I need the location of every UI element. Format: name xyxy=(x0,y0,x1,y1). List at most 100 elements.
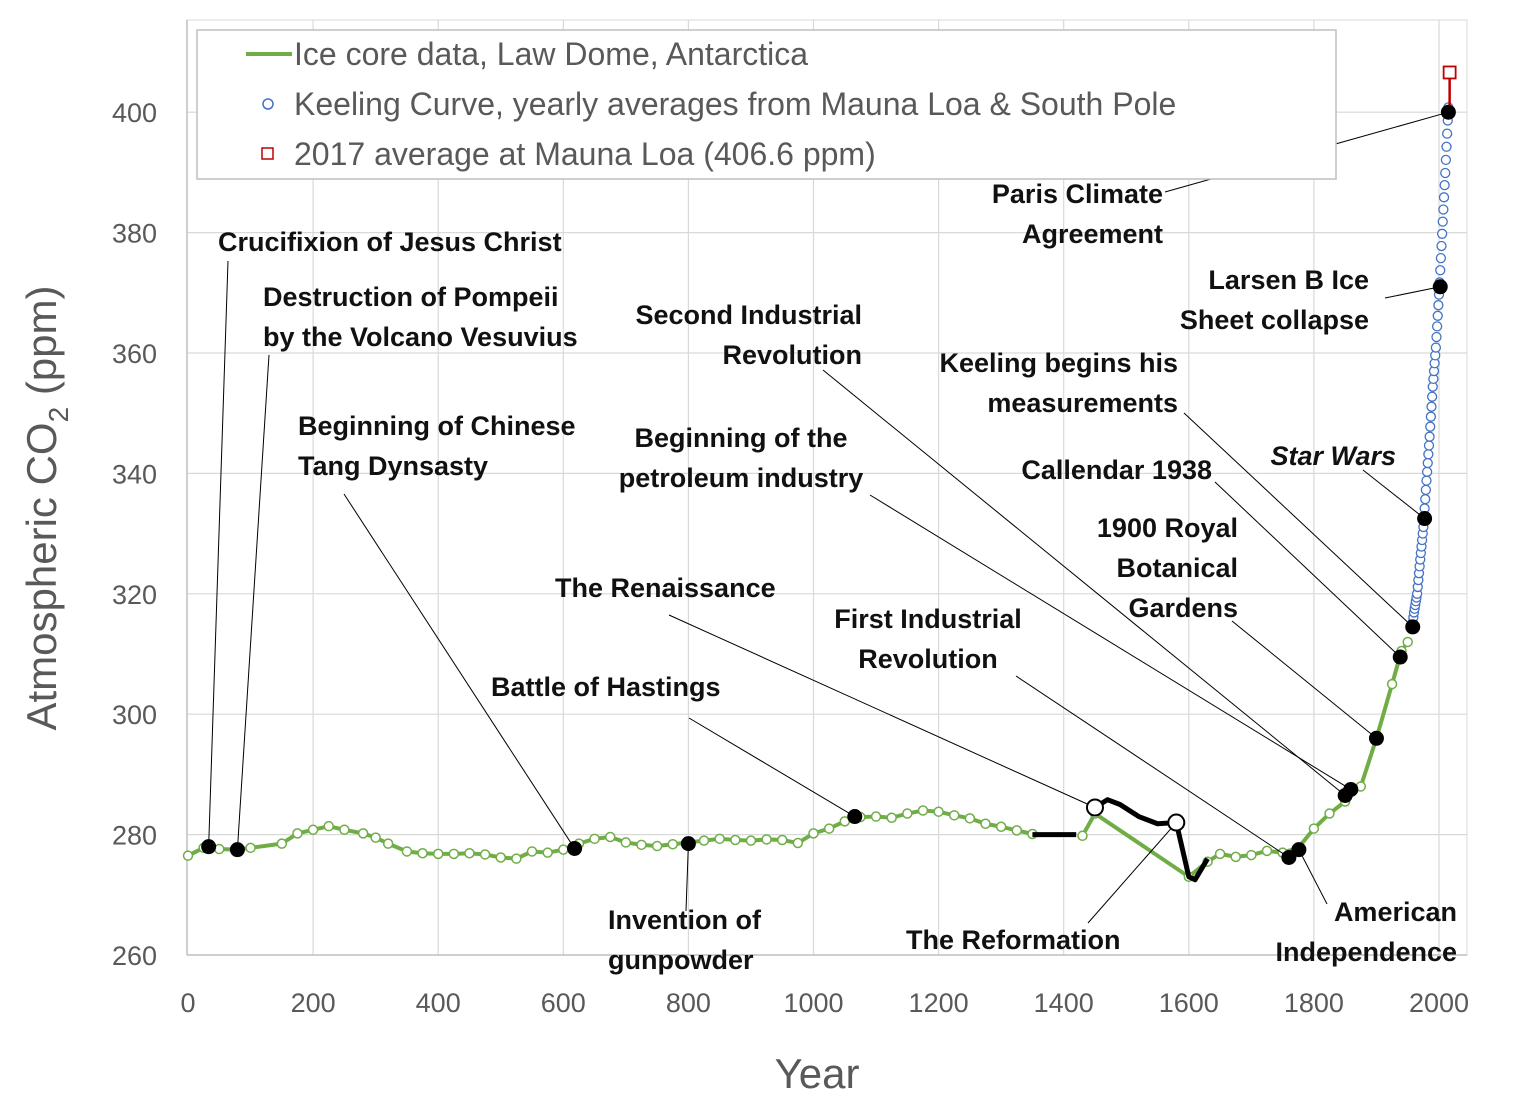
event-marker xyxy=(1417,511,1433,527)
ann-callendar: Callendar 1938 xyxy=(1021,455,1212,485)
leader-line xyxy=(343,493,575,849)
ice-core-point xyxy=(636,839,647,851)
keeling-point xyxy=(1424,431,1435,442)
keeling-point xyxy=(1430,342,1442,353)
leader-line xyxy=(869,494,1352,790)
event-marker xyxy=(1085,798,1104,817)
event-marker xyxy=(847,809,863,825)
ice-core-point xyxy=(292,828,303,839)
ice-core-point xyxy=(511,853,522,864)
ice-core-point xyxy=(542,847,553,858)
ann-tang-1: Beginning of Chinese xyxy=(298,411,576,441)
leader-line xyxy=(668,614,1096,808)
ice-core-point xyxy=(382,838,394,849)
ice-core-point xyxy=(714,833,725,845)
x-tick-label: 600 xyxy=(541,988,586,1018)
legend-ice-label: Ice core data, Law Dome, Antarctica xyxy=(294,36,808,72)
x-tick-label: 1800 xyxy=(1284,988,1344,1018)
legend-mauna-swatch xyxy=(261,147,274,160)
legend-mauna-label: 2017 average at Mauna Loa (406.6 ppm) xyxy=(294,136,876,172)
ice-core-point xyxy=(917,805,929,816)
ann-pompeii-1: Destruction of Pompeii xyxy=(263,282,559,312)
keeling-point xyxy=(1420,484,1432,496)
keeling-point xyxy=(1423,449,1434,460)
ann-gunpowder-2: gunpowder xyxy=(608,945,754,975)
ice-core-point xyxy=(417,848,428,859)
x-tick-label: 1600 xyxy=(1159,988,1219,1018)
ice-core-point xyxy=(401,846,413,857)
keeling-point xyxy=(1438,192,1450,203)
y-tick-label: 260 xyxy=(112,941,157,971)
ann-star-wars: Star Wars xyxy=(1270,441,1396,471)
y-tick-label: 320 xyxy=(112,580,157,610)
keeling-point xyxy=(1436,240,1447,252)
event-marker xyxy=(201,839,217,855)
legend-box xyxy=(196,29,1337,180)
keeling-point xyxy=(1433,300,1444,311)
ice-core-point xyxy=(792,837,804,849)
ice-core-point xyxy=(448,848,460,860)
ice-core-point xyxy=(886,812,897,823)
ice-core-point xyxy=(323,820,334,832)
event-marker xyxy=(1432,279,1448,295)
x-tick-label: 200 xyxy=(291,988,336,1018)
ann-keeling-1: Keeling begins his xyxy=(939,348,1178,378)
ice-core-point xyxy=(620,837,632,848)
leader-line xyxy=(1298,849,1328,905)
ice-core-point xyxy=(370,832,381,843)
ann-pompeii-2: by the Volcano Vesuvius xyxy=(263,322,578,352)
ice-core-point xyxy=(651,840,663,852)
keeling-point xyxy=(1441,141,1452,152)
axes: 260 280 300 320 340 360 380 400 0 200 400 600 800 100… xyxy=(112,20,1469,1018)
keeling-point xyxy=(1431,321,1443,332)
ann-hastings: Battle of Hastings xyxy=(491,672,721,702)
x-tick-label: 800 xyxy=(666,988,711,1018)
ice-core-point xyxy=(526,846,538,857)
ann-larsen-2: Sheet collapse xyxy=(1180,305,1369,335)
legend-keeling-swatch xyxy=(262,98,274,110)
ann-paris-1: Paris Climate xyxy=(992,179,1163,209)
y-tick-label: 380 xyxy=(112,219,157,249)
keeling-point xyxy=(1426,401,1437,412)
keeling-point xyxy=(1421,475,1432,486)
ice-core-point xyxy=(214,843,225,855)
keeling-point xyxy=(1440,154,1452,166)
ice-core-point xyxy=(558,844,569,855)
ann-larsen-1: Larsen B Ice xyxy=(1208,265,1369,295)
event-markers xyxy=(201,104,1456,865)
event-marker xyxy=(1392,649,1408,665)
leader-line xyxy=(1183,412,1414,628)
ice-core-point xyxy=(1261,845,1273,857)
keeling-point xyxy=(1432,310,1443,321)
ann-royal-3: Gardens xyxy=(1128,593,1238,623)
ann-petroleum-1: Beginning of the xyxy=(635,423,848,453)
ann-keeling-2: measurements xyxy=(987,388,1178,418)
keeling-point xyxy=(1441,128,1453,139)
ice-core-point xyxy=(1214,848,1226,860)
keeling-point xyxy=(1439,180,1450,191)
ice-core-point xyxy=(745,835,757,846)
ice-core-point xyxy=(245,842,256,854)
ann-reformation: The Reformation xyxy=(906,925,1121,955)
event-marker xyxy=(680,836,696,852)
ice-core-point xyxy=(980,818,991,830)
ice-core-point xyxy=(761,834,772,845)
ice-core-point xyxy=(1402,636,1413,648)
ann-american-1: American xyxy=(1334,897,1457,927)
ice-core-point xyxy=(432,848,444,860)
leader-line xyxy=(822,369,1346,796)
y-tick-label: 300 xyxy=(112,700,157,730)
x-axis-title: Year xyxy=(775,1050,860,1097)
ann-crucifixion: Crucifixion of Jesus Christ xyxy=(218,227,562,257)
event-marker xyxy=(1281,849,1297,865)
keeling-point xyxy=(1420,494,1431,505)
keeling-point xyxy=(1425,421,1436,432)
ann-second-industrial-1: Second Industrial xyxy=(635,300,862,330)
leader-line xyxy=(208,260,229,847)
ann-gunpowder-1: Invention of xyxy=(608,905,762,935)
ice-core-point xyxy=(589,833,600,845)
ann-royal-1: 1900 Royal xyxy=(1097,513,1238,543)
y-tick-label: 340 xyxy=(112,459,157,489)
legend-keeling-label: Keeling Curve, yearly averages from Maun… xyxy=(294,86,1176,122)
